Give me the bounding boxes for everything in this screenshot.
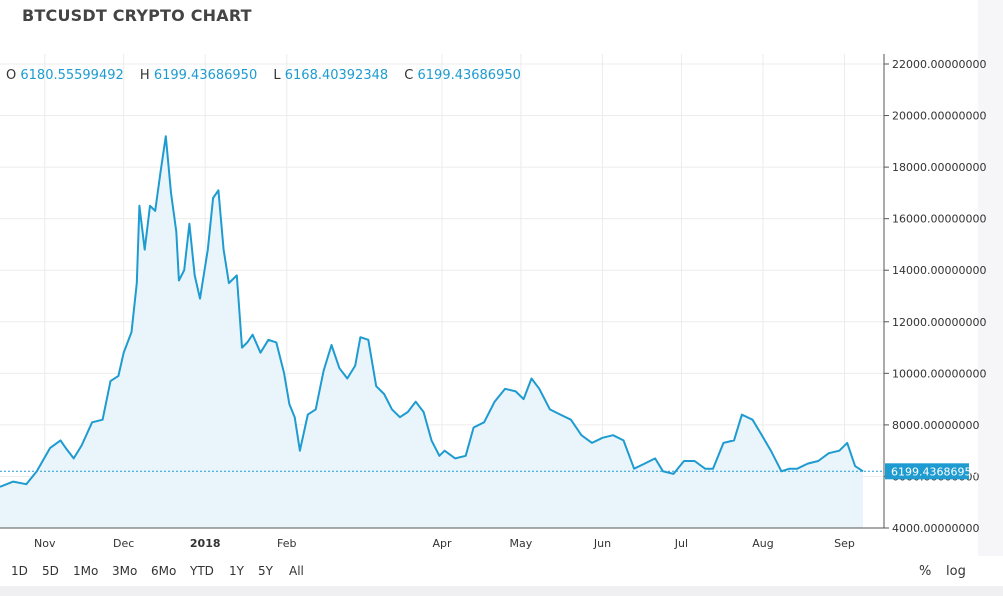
open-label: O xyxy=(6,68,17,83)
x-tick-label: 2018 xyxy=(190,537,221,550)
close-value: 6199.43686950 xyxy=(417,68,521,83)
x-tick-label: Dec xyxy=(113,537,134,550)
range-all-button[interactable]: All xyxy=(289,564,304,578)
ohlc-legend: O 6180.55599492 H 6199.43686950 L 6168.4… xyxy=(6,68,533,83)
range-5d-button[interactable]: 5D xyxy=(42,564,59,578)
x-tick-label: Feb xyxy=(277,537,296,550)
y-tick-label: 12000.00000000 xyxy=(892,316,986,329)
x-tick-label: May xyxy=(510,537,533,550)
last-price-tag: 6199.43686950 xyxy=(885,463,978,480)
percent-toggle[interactable]: % xyxy=(919,564,932,579)
x-tick-label: Jun xyxy=(593,537,611,550)
y-tick-label: 20000.00000000 xyxy=(892,110,986,123)
y-tick-label: 22000.00000000 xyxy=(892,58,986,71)
range-1mo-button[interactable]: 1Mo xyxy=(73,564,99,578)
y-tick-label: 8000.00000000 xyxy=(892,419,979,432)
low-label: L xyxy=(273,68,281,83)
range-5y-button[interactable]: 5Y xyxy=(258,564,273,578)
range-3mo-button[interactable]: 3Mo xyxy=(112,564,138,578)
x-tick-label: Apr xyxy=(432,537,452,550)
right-edge-strip xyxy=(978,0,1003,596)
y-tick-label: 4000.00000000 xyxy=(892,522,979,535)
x-tick-label: Sep xyxy=(834,537,855,550)
y-tick-label: 10000.00000000 xyxy=(892,367,986,380)
open-value: 6180.55599492 xyxy=(20,68,124,83)
log-toggle[interactable]: log xyxy=(946,564,966,579)
y-tick-label: 14000.00000000 xyxy=(892,264,986,277)
range-1d-button[interactable]: 1D xyxy=(11,564,28,578)
range-ytd-button[interactable]: YTD xyxy=(190,564,214,578)
range-1y-button[interactable]: 1Y xyxy=(229,564,244,578)
close-label: C xyxy=(404,68,414,83)
x-tick-label: Nov xyxy=(34,537,56,550)
price-chart[interactable]: 4000.000000006000.000000008000.000000001… xyxy=(0,54,1003,556)
chart-title: BTCUSDT CRYPTO CHART xyxy=(22,6,252,25)
bottom-edge-strip xyxy=(0,586,1003,596)
low-value: 6168.40392348 xyxy=(284,68,389,83)
last-price-tag-bg xyxy=(885,463,969,480)
y-tick-label: 18000.00000000 xyxy=(892,161,986,174)
high-value: 6199.43686950 xyxy=(153,68,258,83)
y-tick-label: 16000.00000000 xyxy=(892,213,986,226)
range-6mo-button[interactable]: 6Mo xyxy=(151,564,177,578)
x-tick-label: Jul xyxy=(674,537,688,550)
price-line xyxy=(0,135,864,488)
price-area-fill xyxy=(0,136,863,528)
range-toolbar: 1D 5D 1Mo 3Mo 6Mo YTD 1Y 5Y All % log xyxy=(0,556,1003,586)
last-price-tag-label: 6199.43686950 xyxy=(891,465,978,478)
high-label: H xyxy=(139,68,150,83)
x-tick-label: Aug xyxy=(752,537,773,550)
